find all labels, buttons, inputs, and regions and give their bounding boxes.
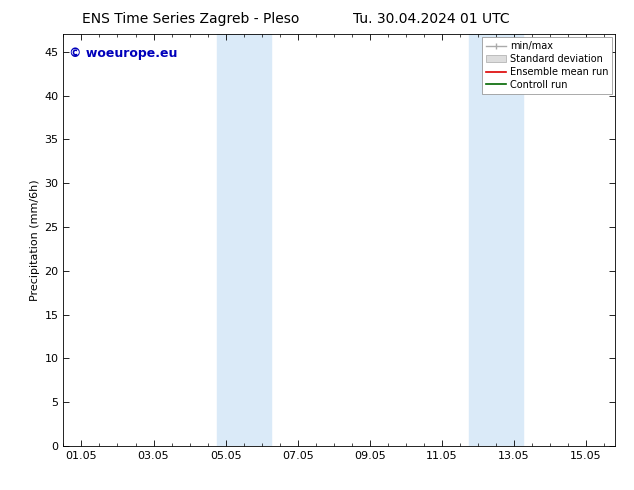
Text: © woeurope.eu: © woeurope.eu xyxy=(69,47,178,60)
Text: ENS Time Series Zagreb - Pleso: ENS Time Series Zagreb - Pleso xyxy=(82,12,299,26)
Y-axis label: Precipitation (mm/6h): Precipitation (mm/6h) xyxy=(30,179,40,301)
Text: Tu. 30.04.2024 01 UTC: Tu. 30.04.2024 01 UTC xyxy=(353,12,510,26)
Bar xyxy=(469,34,523,446)
Bar xyxy=(217,34,271,446)
Legend: min/max, Standard deviation, Ensemble mean run, Controll run: min/max, Standard deviation, Ensemble me… xyxy=(482,37,612,94)
